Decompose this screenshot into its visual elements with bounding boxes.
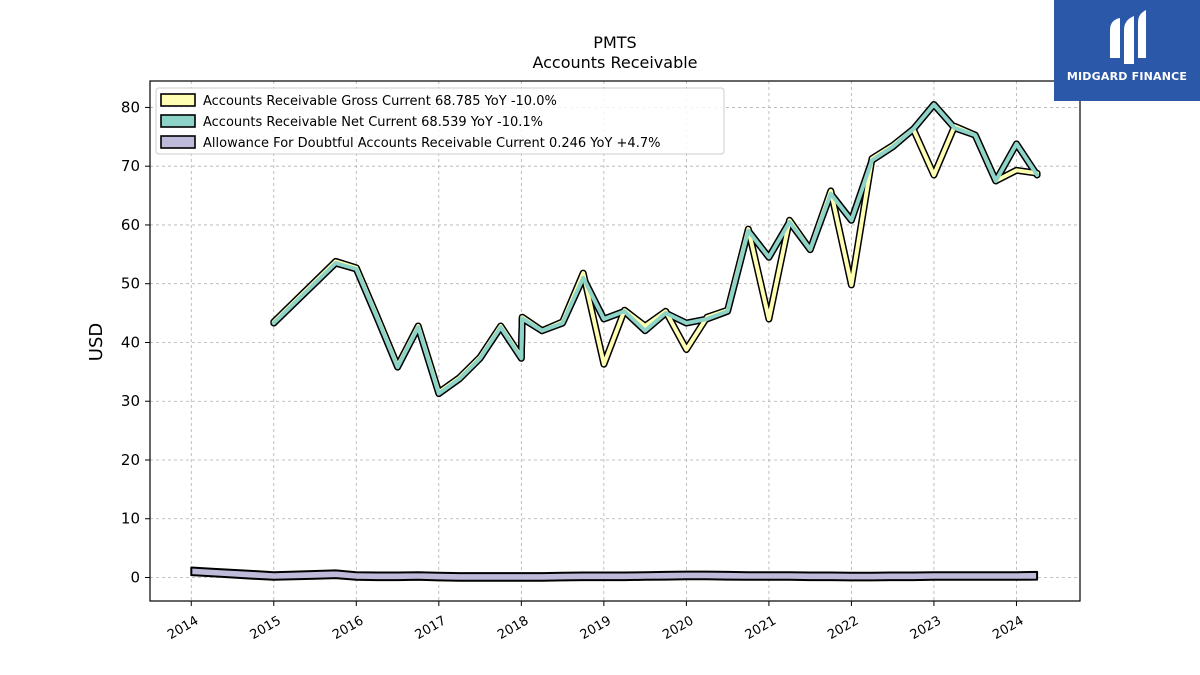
chart-title: PMTS (593, 33, 636, 52)
legend-label-1: Accounts Receivable Net Current 68.539 Y… (203, 115, 543, 130)
legend-label-2: Allowance For Doubtful Accounts Receivab… (203, 136, 660, 151)
x-tick-label: 2015 (248, 613, 284, 643)
legend-swatch-0 (160, 93, 196, 107)
y-tick-label: 60 (121, 216, 140, 234)
series-allowance-band (190, 566, 1039, 582)
brand-name: MIDGARD FINANCE (1066, 70, 1188, 83)
x-tick-label: 2018 (495, 613, 531, 643)
x-axis: 2014 2015 2016 2017 2018 2019 2020 2021 2022 2023… (165, 601, 1026, 643)
y-axis: 0 10 20 30 40 50 60 70 80 (121, 98, 150, 586)
x-tick-label: 2016 (330, 613, 366, 643)
x-tick-label: 2017 (413, 613, 449, 643)
brand-mark-icon (1110, 10, 1146, 64)
series-lines (270, 101, 1041, 398)
y-tick-label: 0 (130, 568, 140, 586)
chart-subtitle: Accounts Receivable (532, 53, 697, 72)
legend-swatch-1 (160, 114, 196, 128)
y-tick-label: 20 (121, 451, 140, 469)
legend-label-0: Accounts Receivable Gross Current 68.785… (203, 94, 557, 109)
series-line-1 (271, 102, 1040, 396)
y-tick-label: 10 (121, 510, 140, 528)
y-axis-label: USD (86, 323, 107, 361)
band-fills (190, 566, 1039, 582)
x-tick-label: 2022 (825, 613, 861, 643)
y-tick-label: 50 (121, 275, 140, 293)
legend-box (155, 87, 725, 155)
y-tick-label: 40 (121, 333, 140, 351)
y-tick-label: 80 (121, 98, 140, 116)
y-tick-label: 70 (121, 157, 140, 175)
legend-swatch-2 (160, 135, 196, 149)
brand-logo: MIDGARD FINANCE (1054, 0, 1200, 101)
y-tick-label: 30 (121, 392, 140, 410)
x-tick-label: 2021 (743, 613, 779, 643)
x-tick-label: 2023 (908, 613, 944, 643)
legend: Accounts Receivable Gross Current 68.785… (155, 87, 725, 155)
x-tick-label: 2024 (990, 613, 1026, 643)
x-tick-label: 2014 (165, 613, 201, 643)
x-tick-label: 2019 (578, 613, 614, 643)
x-tick-label: 2020 (660, 613, 696, 643)
plot-frame (149, 80, 1081, 602)
